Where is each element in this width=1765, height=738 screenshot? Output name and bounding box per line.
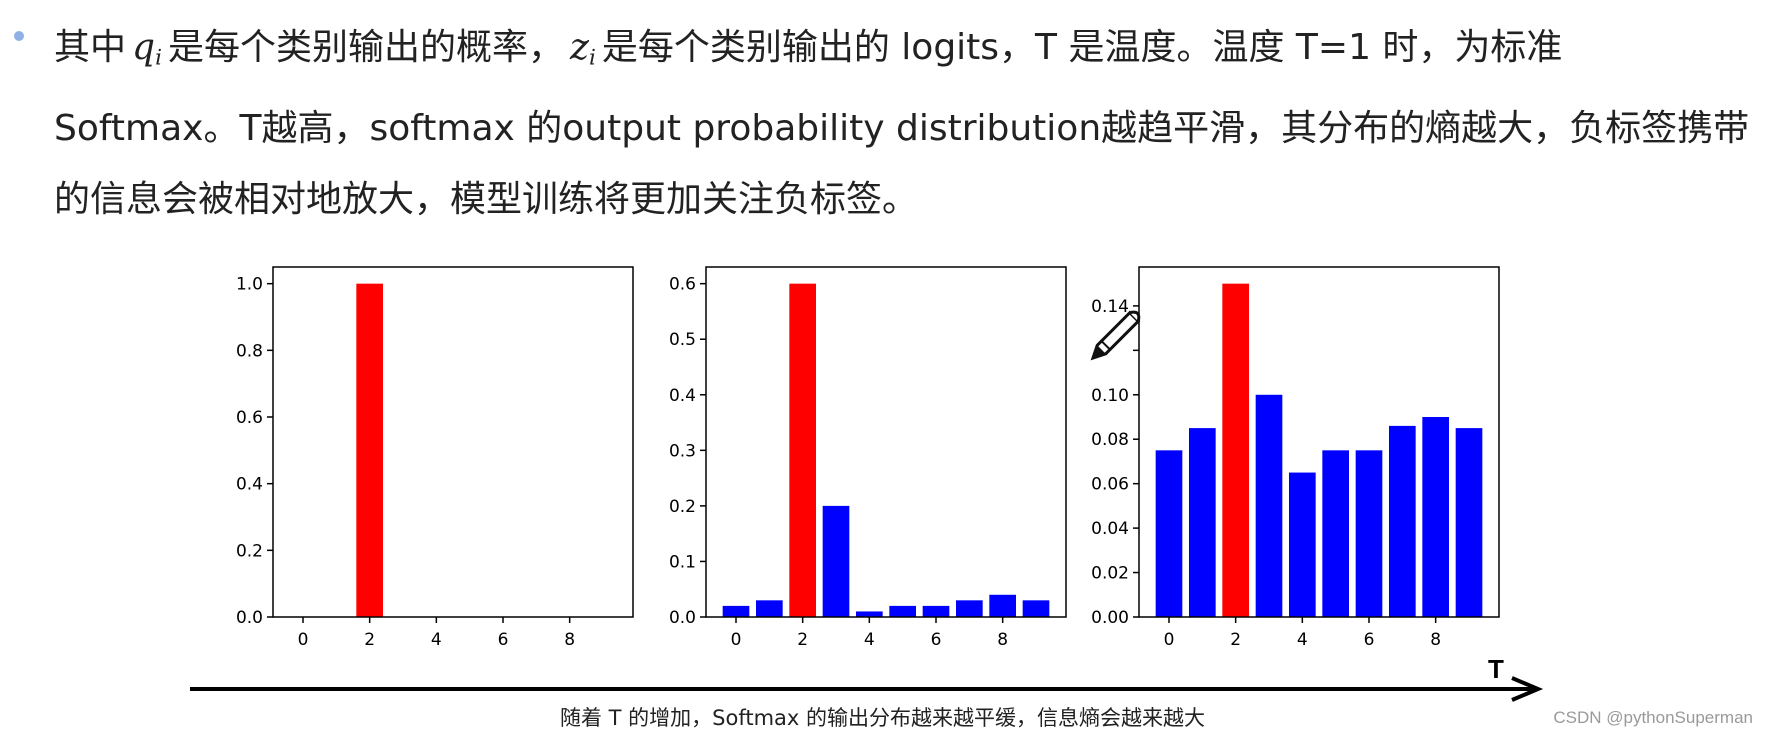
x-tick-label: 0 <box>1164 630 1175 650</box>
y-tick-label: 0.10 <box>1091 386 1129 406</box>
para-text-2: 是每个类别输出的概率， <box>167 27 564 68</box>
x-tick-label: 6 <box>498 630 509 650</box>
y-tick-label: 0.14 <box>1091 297 1129 317</box>
plot-frame <box>705 266 1067 618</box>
bar-2 <box>1222 283 1249 617</box>
y-tick-label: 1.0 <box>236 275 263 295</box>
z-i-symbol: zi <box>564 27 602 71</box>
y-tick-label: 0.04 <box>1091 519 1129 539</box>
plot-frame <box>272 266 634 618</box>
y-tick-label: 0.0 <box>669 608 696 628</box>
pencil-icon <box>1090 310 1141 361</box>
x-tick-label: 2 <box>364 630 375 650</box>
bullet-icon <box>14 31 24 41</box>
chart-caption: 随着 T 的增加，Softmax 的输出分布越来越平缓，信息熵会越来越大 <box>559 706 1206 730</box>
y-tick-label: 0.4 <box>669 386 696 406</box>
y-tick-label: 0.2 <box>236 541 263 561</box>
x-tick-label: 2 <box>797 630 808 650</box>
x-tick-label: 6 <box>1364 630 1375 650</box>
bar-chart-panels: 0.00.20.40.60.81.00 2 4 6 80.00.10.20.30.40.… <box>236 266 1500 650</box>
bar-2 <box>356 283 383 617</box>
watermark: CSDN @pythonSuperman <box>1553 708 1753 727</box>
bar-8 <box>989 594 1016 617</box>
y-tick-label: 0.1 <box>669 552 696 572</box>
bar-4 <box>856 611 883 617</box>
bar-4 <box>1289 472 1316 617</box>
q-subscript: i <box>155 45 162 71</box>
intro-paragraph: 其中 qi 是每个类别输出的概率， zi 是每个类别输出的 logits，T 是温度。温… <box>54 12 1754 235</box>
chart-2: 0.0 0.1 0.2 0.3 0.4 0.5 0.6 0 2 4 6 8 <box>669 266 1067 650</box>
bar-9 <box>1022 600 1050 617</box>
chart-3: 0.00 0.02 0.04 0.06 0.08 0.10 0.14 0 2 4 6 8 <box>1091 266 1500 650</box>
x-tick-label: 6 <box>931 630 942 650</box>
bar-3 <box>1255 394 1283 617</box>
y-tick-label: 0.4 <box>236 475 263 495</box>
z-subscript: i <box>588 45 596 71</box>
q-i-symbol: qi <box>126 27 168 71</box>
para-text-3: 是每个类别输出的 logits，T 是温度。温度 T=1 时，为标准 Softm… <box>54 27 1750 221</box>
temperature-axis-arrow: T <box>190 654 1544 702</box>
x-tick-label: 8 <box>997 630 1008 650</box>
bar-0 <box>722 605 750 617</box>
bar-8 <box>1422 417 1449 617</box>
q-var: q <box>132 27 156 68</box>
bar-9 <box>1455 428 1483 617</box>
y-tick-label: 0.02 <box>1091 564 1129 584</box>
x-tick-label: 8 <box>564 630 575 650</box>
y-tick-label: 0.0 <box>236 608 263 628</box>
x-tick-label: 0 <box>298 630 309 650</box>
x-tick-label: 8 <box>1430 630 1441 650</box>
z-var: z <box>569 27 589 68</box>
bar-7 <box>956 600 983 617</box>
temperature-label: T <box>1488 654 1504 684</box>
bar-6 <box>1355 450 1383 617</box>
x-tick-label: 4 <box>431 630 442 650</box>
y-tick-label: 0.2 <box>669 497 696 517</box>
bar-5 <box>889 605 916 617</box>
plot-frame <box>1138 266 1500 618</box>
bar-5 <box>1322 450 1349 617</box>
y-tick-label: 0.8 <box>236 341 263 361</box>
y-tick-label: 0.00 <box>1091 608 1129 628</box>
bar-0 <box>1155 450 1183 617</box>
chart-1: 0.0 0.2 0.4 0.6 0.8 1.0 0 2 4 6 8 <box>236 266 634 650</box>
x-tick-label: 4 <box>864 630 875 650</box>
x-tick-label: 2 <box>1230 630 1241 650</box>
bar-6 <box>922 605 950 617</box>
bar-7 <box>1389 425 1416 617</box>
x-tick-label: 0 <box>731 630 742 650</box>
bar-2 <box>789 283 816 617</box>
bar-1 <box>756 600 783 617</box>
bar-3 <box>822 505 850 617</box>
y-tick-label: 0.6 <box>236 408 263 428</box>
y-tick-label: 0.5 <box>669 330 696 350</box>
y-tick-label: 0.6 <box>669 275 696 295</box>
y-tick-label: 0.06 <box>1091 475 1129 495</box>
para-text-1: 其中 <box>54 27 127 68</box>
bar-1 <box>1189 428 1216 617</box>
x-tick-label: 4 <box>1297 630 1308 650</box>
y-tick-label: 0.3 <box>669 441 696 461</box>
y-tick-label: 0.08 <box>1091 430 1129 450</box>
